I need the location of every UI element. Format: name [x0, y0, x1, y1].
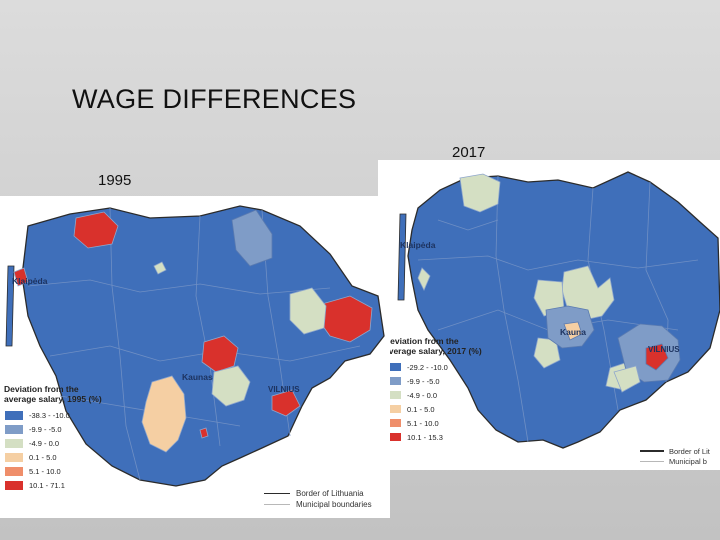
municipal-line-sample-1995 [264, 504, 290, 505]
coastal-spit-1995 [5, 265, 15, 347]
city-label-kaunas-1995: Kaunas [182, 372, 213, 382]
legend-item-2017-1: -29.2 - -10.0 [384, 360, 482, 374]
region-vilnius-city-2017 [645, 343, 669, 371]
city-label-vilnius-2017: VILNIUS [648, 345, 680, 354]
region-northeast-mid-1995 [231, 209, 273, 267]
map-1995-svg: Klaipėda Kaunas VILNIUS [5, 205, 385, 487]
legend-label-1995-6: 10.1 - 71.1 [29, 480, 65, 490]
legend-items-1995: -38.3 - -10.0 -9.9 - -5.0 -4.9 - 0.0 0.1… [4, 408, 102, 492]
coastal-spit-2017 [397, 213, 407, 301]
region-center-red-1995 [201, 335, 239, 373]
map-2017-panel: Klaipėda Kauna VILNIUS Deviation from th… [378, 160, 720, 470]
legend-item-2017-3: -4.9 - 0.0 [384, 388, 482, 402]
legend-item-2017-6: 10.1 - 15.3 [384, 430, 482, 444]
boundary-key-2017: Border of Lit Municipal b [640, 446, 710, 466]
legend-item-2017-5: 5.1 - 10.0 [384, 416, 482, 430]
boundary-label-municipal-2017: Municipal b [669, 456, 707, 466]
legend-title-line2-1995: average salary, 1995 (%) [4, 394, 102, 405]
legend-item-1995-4: 0.1 - 5.0 [4, 450, 102, 464]
boundary-label-municipal-1995: Municipal boundaries [296, 500, 372, 509]
legend-title-2017: Deviation from the average salary, 2017 … [384, 336, 482, 356]
legend-item-1995-5: 5.1 - 10.0 [4, 464, 102, 478]
legend-swatch-1995-5 [4, 465, 24, 477]
boundary-key-1995: Border of Lithuania Municipal boundaries [264, 488, 372, 510]
region-north-light-2017 [459, 173, 501, 213]
legend-item-1995-2: -9.9 - -5.0 [4, 422, 102, 436]
legend-label-1995-3: -4.9 - 0.0 [29, 438, 60, 448]
legend-label-2017-1: -29.2 - -10.0 [407, 362, 448, 372]
legend-item-1995-1: -38.3 - -10.0 [4, 408, 102, 422]
municipal-lines-2017 [417, 175, 699, 443]
legend-title-line1-2017: Deviation from the [384, 336, 459, 346]
legend-label-1995-2: -9.9 - -5.0 [29, 424, 62, 434]
map-2017-svg: Klaipėda Kauna VILNIUS [397, 171, 720, 449]
boundary-row-border-2017: Border of Lit [640, 446, 710, 456]
lithuania-outline-1995 [21, 205, 385, 487]
municipal-line-sample-2017 [640, 460, 664, 462]
legend-items-2017: -29.2 - -10.0 -9.9 - -5.0 -4.9 - 0.0 0.1… [384, 360, 482, 444]
region-south-red-1995 [199, 427, 209, 439]
legend-swatch-1995-3 [4, 437, 24, 449]
legend-2017: Deviation from the average salary, 2017 … [384, 336, 482, 444]
region-south-orange-1995 [141, 375, 187, 453]
map-1995-panel: Klaipėda Kaunas VILNIUS Deviation from t… [0, 196, 390, 518]
legend-label-2017-5: 5.1 - 10.0 [407, 418, 439, 428]
city-label-kaunas-2017: Kauna [560, 327, 586, 337]
legend-label-1995-5: 5.1 - 10.0 [29, 466, 61, 476]
boundary-label-border-1995: Border of Lithuania [296, 489, 364, 498]
region-vilnius-red-1995 [271, 389, 301, 417]
region-kaunas-light-1995 [211, 365, 251, 407]
legend-label-1995-1: -38.3 - -10.0 [29, 410, 70, 420]
legend-swatch-1995-6 [4, 479, 24, 491]
legend-swatch-1995-4 [4, 451, 24, 463]
legend-label-2017-6: 10.1 - 15.3 [407, 432, 443, 442]
region-west-light-2017 [417, 267, 431, 291]
region-klaipeda-red-1995 [13, 267, 29, 287]
legend-1995: Deviation from the average salary, 1995 … [4, 384, 102, 492]
legend-label-1995-4: 0.1 - 5.0 [29, 452, 57, 462]
legend-item-2017-4: 0.1 - 5.0 [384, 402, 482, 416]
region-center-light-2017 [561, 265, 615, 321]
year-label-1995: 1995 [98, 172, 132, 189]
city-label-klaipeda-2017: Klaipėda [400, 240, 436, 250]
year-label-2017: 2017 [452, 144, 486, 161]
boundary-row-municipal-1995: Municipal boundaries [264, 499, 372, 510]
legend-swatch-1995-1 [4, 409, 24, 421]
region-north-red-1995 [73, 211, 119, 249]
border-line-sample-2017 [640, 450, 664, 452]
city-label-vilnius-1995: VILNIUS [268, 385, 300, 394]
boundary-row-border-1995: Border of Lithuania [264, 488, 372, 499]
legend-title-line1-1995: Deviation from the [4, 384, 79, 394]
region-vilnius-south-light-2017 [613, 365, 641, 393]
legend-title-1995: Deviation from the average salary, 1995 … [4, 384, 102, 404]
legend-item-1995-3: -4.9 - 0.0 [4, 436, 102, 450]
region-kaunas-city-2017 [563, 321, 583, 341]
region-small-light-1995 [153, 261, 167, 275]
border-line-sample-1995 [264, 492, 290, 495]
legend-title-line2-2017: average salary, 2017 (%) [384, 346, 482, 357]
legend-label-2017-4: 0.1 - 5.0 [407, 404, 435, 414]
legend-label-2017-3: -4.9 - 0.0 [407, 390, 438, 400]
region-east-light-1995 [289, 287, 327, 335]
slide-title: WAGE DIFFERENCES [72, 84, 357, 114]
legend-item-2017-2: -9.9 - -5.0 [384, 374, 482, 388]
boundary-row-municipal-2017: Municipal b [640, 456, 710, 466]
legend-swatch-1995-2 [4, 423, 24, 435]
legend-item-1995-6: 10.1 - 71.1 [4, 478, 102, 492]
boundary-label-border-2017: Border of Lit [669, 446, 710, 456]
city-label-klaipeda-1995: Klaipėda [12, 276, 48, 286]
legend-label-2017-2: -9.9 - -5.0 [407, 376, 440, 386]
